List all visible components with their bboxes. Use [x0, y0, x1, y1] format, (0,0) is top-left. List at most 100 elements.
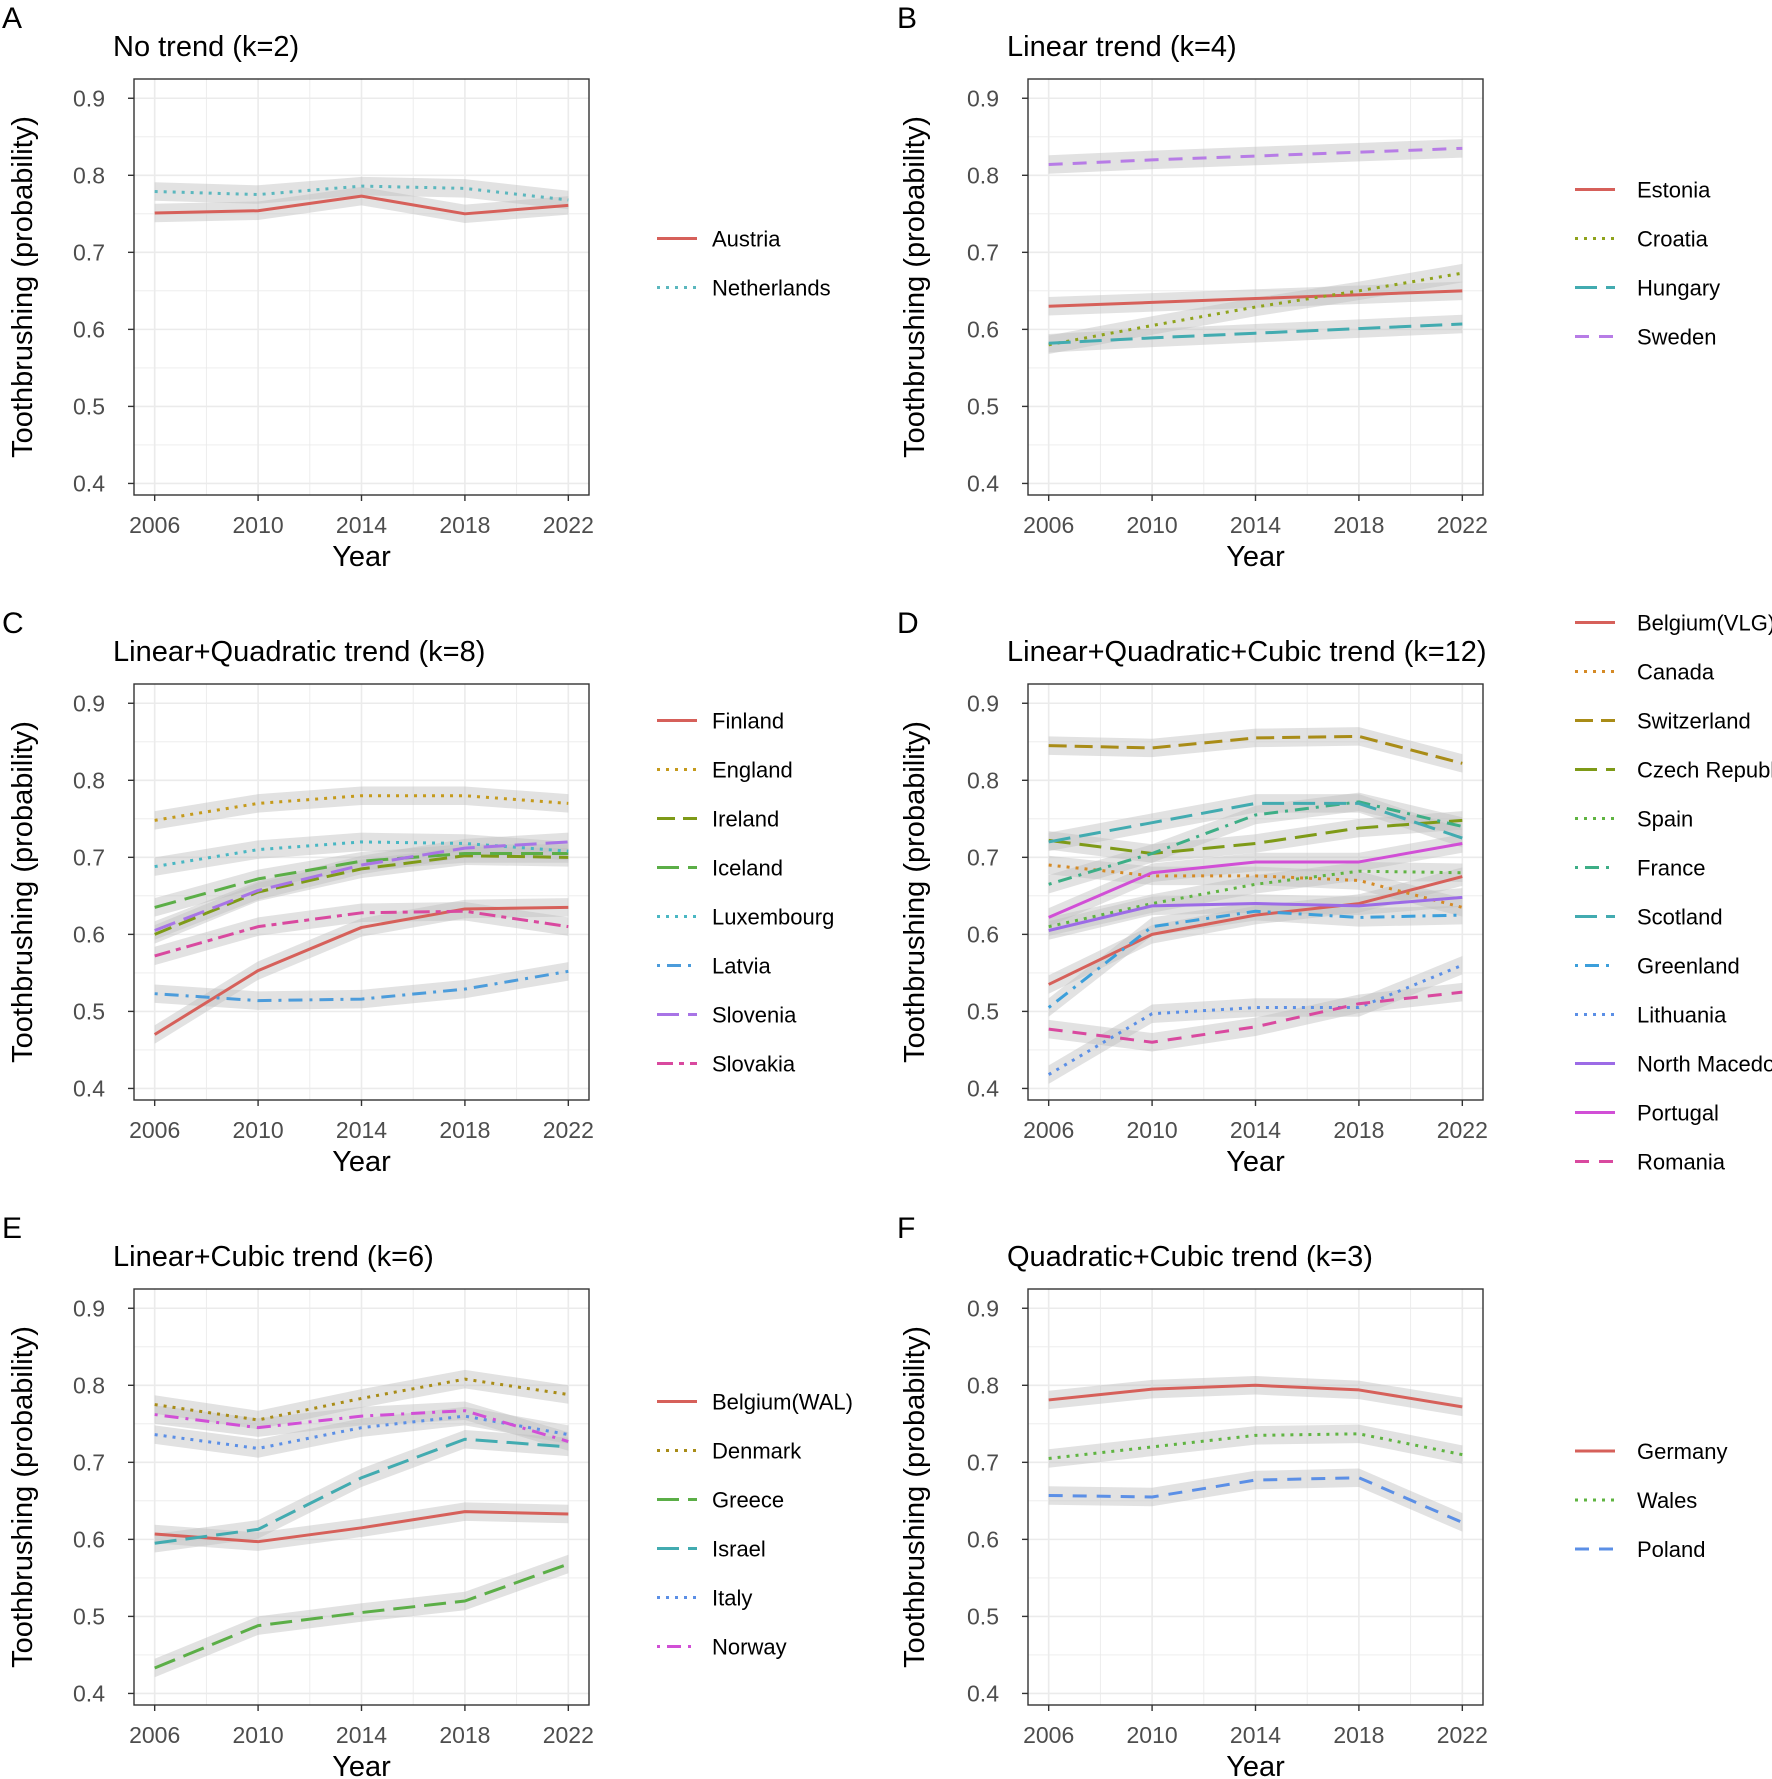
line-belgium-wal- [154, 1510, 569, 1544]
band-wales [1048, 1424, 1463, 1468]
legend-item: France [1575, 856, 1705, 881]
y-tick-label: 0.8 [73, 162, 105, 188]
band-poland [1048, 1468, 1463, 1532]
legend-item: Germany [1575, 1439, 1727, 1464]
legend-label: Norway [712, 1635, 787, 1660]
panel-title: No trend (k=2) [113, 31, 299, 63]
line-estonia [1048, 289, 1463, 308]
band-iceland [154, 844, 569, 917]
x-axis-title: Year [332, 1751, 391, 1779]
x-tick-label: 2006 [129, 512, 180, 538]
y-axis-title: Toothbrushing (probability) [7, 116, 39, 458]
legend-item: Hungary [1575, 276, 1720, 301]
legend-label: Estonia [1637, 178, 1711, 203]
legend-item: Slovenia [657, 1003, 797, 1028]
legend-label: Lithuania [1637, 1003, 1727, 1028]
line-netherlands [154, 184, 569, 202]
legend-label: Czech Republic [1637, 758, 1772, 783]
y-tick-label: 0.6 [73, 921, 105, 947]
band-canada [1048, 855, 1463, 917]
x-tick-label: 2006 [129, 1722, 180, 1748]
y-axis-title: Toothbrushing (probability) [7, 1326, 39, 1668]
x-tick-label: 2006 [129, 1117, 180, 1143]
legend-label: Belgium(WAL) [712, 1390, 853, 1415]
y-tick-label: 0.9 [967, 690, 999, 716]
legend-label: Slovakia [712, 1052, 796, 1077]
x-tick-label: 2018 [439, 512, 490, 538]
y-tick-label: 0.5 [967, 393, 999, 419]
x-tick-label: 2022 [543, 1117, 594, 1143]
legend-item: Luxembourg [657, 905, 834, 930]
line-wales [1048, 1432, 1463, 1460]
legend-label: Spain [1637, 807, 1693, 832]
band-belgium-vlg- [1048, 867, 1463, 994]
legend-item: England [657, 758, 793, 783]
y-axis-title: Toothbrushing (probability) [899, 1326, 931, 1668]
y-axis-title: Toothbrushing (probability) [7, 721, 39, 1063]
legend-item: Iceland [657, 856, 783, 881]
legend-item: Israel [657, 1537, 766, 1562]
panel-c: C Linear+Quadratic trend (k=8) 0.4 0.5 0.6 0.… [2, 607, 834, 1178]
series-lines [154, 1377, 569, 1670]
line-romania [1048, 990, 1463, 1044]
panel-label: D [897, 607, 919, 640]
legend-item: Portugal [1575, 1101, 1719, 1126]
legend-label: Poland [1637, 1537, 1706, 1562]
x-tick-label: 2010 [233, 512, 284, 538]
x-tick-label: 2014 [1230, 512, 1281, 538]
series-lines [1047, 734, 1463, 1076]
confidence-bands [1048, 727, 1463, 1084]
band-romania [1048, 982, 1463, 1052]
legend-label: Sweden [1637, 325, 1717, 350]
y-tick-label: 0.5 [73, 393, 105, 419]
legend-item: Denmark [657, 1439, 802, 1464]
line-sweden [1048, 146, 1463, 167]
panel-title: Linear trend (k=4) [1007, 31, 1237, 63]
y-tick-label: 0.6 [73, 316, 105, 342]
x-axis-title: Year [1226, 1146, 1285, 1178]
line-norway [154, 1409, 569, 1443]
line-slovenia [154, 840, 569, 932]
legend: Belgium(VLG) Canada Switzerland Czech Repub… [1575, 611, 1772, 1175]
line-scotland [1048, 801, 1463, 844]
band-spain [1048, 861, 1463, 936]
series-lines [1048, 146, 1463, 347]
series-lines [1048, 1383, 1463, 1524]
band-latvia [154, 962, 569, 1010]
x-tick-label: 2010 [1127, 1722, 1178, 1748]
x-tick-label: 2018 [1333, 1117, 1384, 1143]
y-tick-label: 0.7 [73, 1449, 105, 1475]
band-netherlands [154, 176, 569, 210]
x-tick-label: 2022 [543, 512, 594, 538]
legend-label: Denmark [712, 1439, 802, 1464]
panel-label: C [2, 607, 24, 640]
panel-label: B [897, 2, 917, 35]
x-tick-label: 2014 [336, 1117, 387, 1143]
line-finland [153, 905, 569, 1036]
legend: Estonia Croatia Hungary Sweden [1575, 178, 1720, 350]
legend-item: Czech Republic [1575, 758, 1772, 783]
legend-label: Croatia [1637, 227, 1709, 252]
y-tick-label: 0.5 [73, 1603, 105, 1629]
y-tick-label: 0.8 [967, 1372, 999, 1398]
legend-label: Iceland [712, 856, 783, 881]
y-tick-label: 0.4 [73, 470, 105, 496]
band-norway [154, 1401, 569, 1451]
band-england [154, 786, 569, 830]
x-tick-label: 2014 [1230, 1117, 1281, 1143]
legend-label: Israel [712, 1537, 766, 1562]
band-portugal [1048, 834, 1463, 927]
line-greenland [1047, 909, 1463, 1009]
y-tick-label: 0.9 [967, 85, 999, 111]
y-tick-label: 0.5 [73, 998, 105, 1024]
legend-label: England [712, 758, 793, 783]
legend-item: Latvia [657, 954, 771, 979]
line-slovakia [154, 909, 569, 958]
legend: Austria Netherlands [657, 227, 831, 301]
grid [134, 79, 589, 495]
line-luxembourg [154, 840, 569, 869]
x-tick-label: 2022 [1437, 1117, 1488, 1143]
band-switzerland [1048, 727, 1463, 773]
y-tick-label: 0.5 [967, 1603, 999, 1629]
series-lines [154, 184, 569, 216]
